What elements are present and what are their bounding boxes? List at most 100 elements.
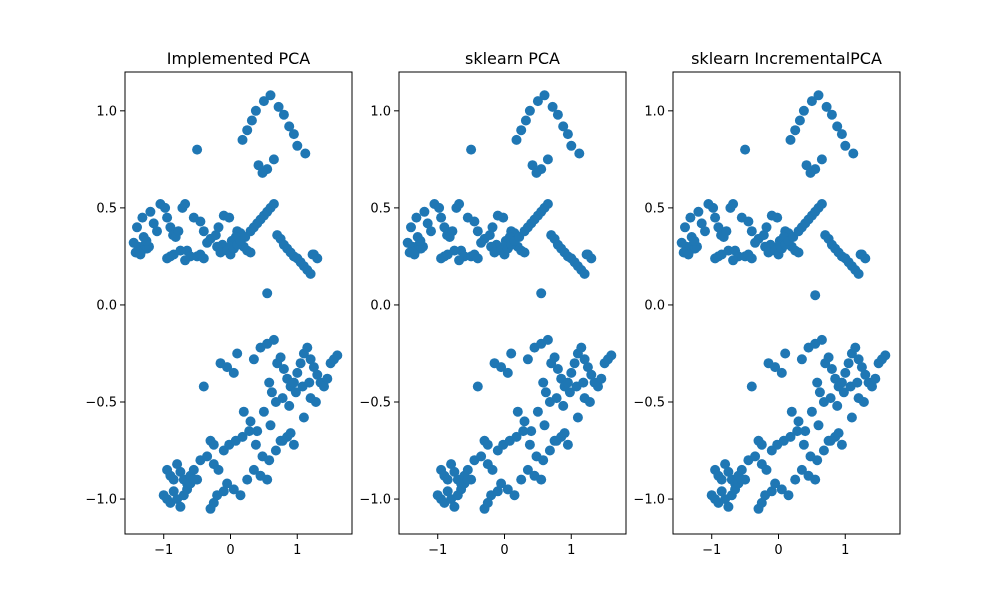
- scatter-point: [746, 253, 757, 264]
- scatter-point: [786, 406, 797, 417]
- scatter-point: [305, 393, 316, 404]
- scatter-point: [426, 226, 436, 237]
- scatter-point: [574, 148, 585, 159]
- x-tick-label: −1: [702, 543, 721, 558]
- scatter-point: [406, 222, 416, 233]
- scatter-point: [853, 354, 864, 365]
- scatter-point: [855, 249, 866, 260]
- scatter-point: [522, 464, 533, 475]
- scatter-point: [482, 439, 493, 450]
- scatter-points: [128, 90, 343, 514]
- scatter-point: [542, 199, 553, 209]
- scatter-point: [540, 387, 551, 398]
- scatter-point: [462, 464, 473, 475]
- scatter-point: [800, 426, 811, 437]
- scatter-point: [558, 121, 569, 132]
- scatter-point: [761, 464, 772, 475]
- y-tick-label: 0.0: [96, 298, 117, 313]
- scatter-point: [761, 222, 772, 233]
- scatter-point: [606, 350, 617, 361]
- scatter-point: [250, 105, 261, 116]
- scatter-point: [305, 354, 316, 365]
- scatter-point: [566, 367, 577, 378]
- scatter-point: [332, 350, 343, 361]
- scatter-point: [175, 501, 186, 512]
- scatter-point: [818, 445, 829, 456]
- scatter-point: [826, 364, 837, 374]
- scatter-point: [860, 369, 871, 380]
- scatter-point: [562, 129, 573, 140]
- scatter-point: [516, 474, 527, 485]
- scatter-point: [447, 226, 458, 237]
- scatter-point: [693, 206, 704, 217]
- scatter-point: [750, 451, 761, 462]
- scatter-point: [522, 354, 533, 365]
- scatter-point: [298, 412, 309, 423]
- scatter-point: [238, 406, 249, 417]
- x-axis-ticks: −1 0 1: [428, 534, 575, 558]
- scatter-point: [801, 160, 812, 171]
- scatter-point: [434, 202, 445, 213]
- scatter-point: [511, 134, 522, 145]
- scatter-point: [245, 416, 256, 427]
- scatter-point: [498, 212, 509, 223]
- scatter-point: [806, 406, 817, 417]
- scatter-point: [776, 484, 787, 495]
- scatter-point: [275, 352, 286, 363]
- scatter-point: [141, 235, 152, 246]
- scatter-point: [552, 364, 563, 374]
- scatter-point: [536, 474, 547, 485]
- scatter-point: [579, 354, 590, 365]
- scatter-point: [213, 222, 224, 233]
- scatter-point: [812, 455, 823, 466]
- panel-title: sklearn IncrementalPCA: [691, 49, 882, 68]
- scatter-point: [810, 290, 821, 301]
- scatter-point: [578, 377, 589, 388]
- scatter-point: [409, 249, 420, 260]
- scatter-point: [756, 439, 767, 450]
- scatter-point: [449, 245, 460, 256]
- scatter-point: [202, 237, 213, 248]
- scatter-point: [867, 381, 877, 392]
- scatter-point: [476, 237, 487, 248]
- scatter-point: [832, 121, 843, 132]
- scatter-point: [235, 490, 246, 501]
- scatter-point: [300, 148, 311, 159]
- scatter-point: [806, 96, 817, 107]
- scatter-point: [716, 486, 727, 497]
- scatter-point: [746, 381, 757, 392]
- scatter-point: [710, 212, 721, 223]
- scatter-point: [496, 478, 507, 489]
- scatter-point: [419, 206, 430, 217]
- scatter-point: [202, 451, 213, 462]
- scatter-point: [180, 199, 191, 209]
- scatter-point: [308, 362, 319, 373]
- scatter-point: [257, 167, 268, 178]
- scatter-point: [319, 381, 329, 392]
- x-axis-ticks: −1 0 1: [154, 534, 301, 558]
- scatter-point: [288, 129, 299, 140]
- scatter-point: [502, 484, 513, 495]
- scatter-point: [415, 235, 426, 246]
- scatter-point: [538, 455, 549, 466]
- scatter-point: [168, 474, 179, 485]
- plot-frame: [672, 71, 901, 535]
- scatter-point: [796, 354, 807, 365]
- scatter-point: [832, 400, 843, 411]
- scatter-point: [449, 466, 460, 477]
- scatter-point: [258, 406, 269, 417]
- y-tick-label: 0.0: [644, 298, 665, 313]
- scatter-point: [527, 160, 538, 171]
- scatter-point: [232, 348, 243, 359]
- scatter-point: [780, 348, 791, 359]
- scatter-point: [531, 167, 542, 178]
- scatter-point: [277, 393, 288, 404]
- scatter-point: [586, 369, 597, 380]
- scatter-point: [794, 115, 805, 126]
- scatter-point: [721, 226, 732, 237]
- scatter-point: [290, 387, 301, 398]
- scatter-point: [532, 406, 543, 417]
- scatter-point: [242, 474, 253, 485]
- scatter-point: [756, 497, 767, 508]
